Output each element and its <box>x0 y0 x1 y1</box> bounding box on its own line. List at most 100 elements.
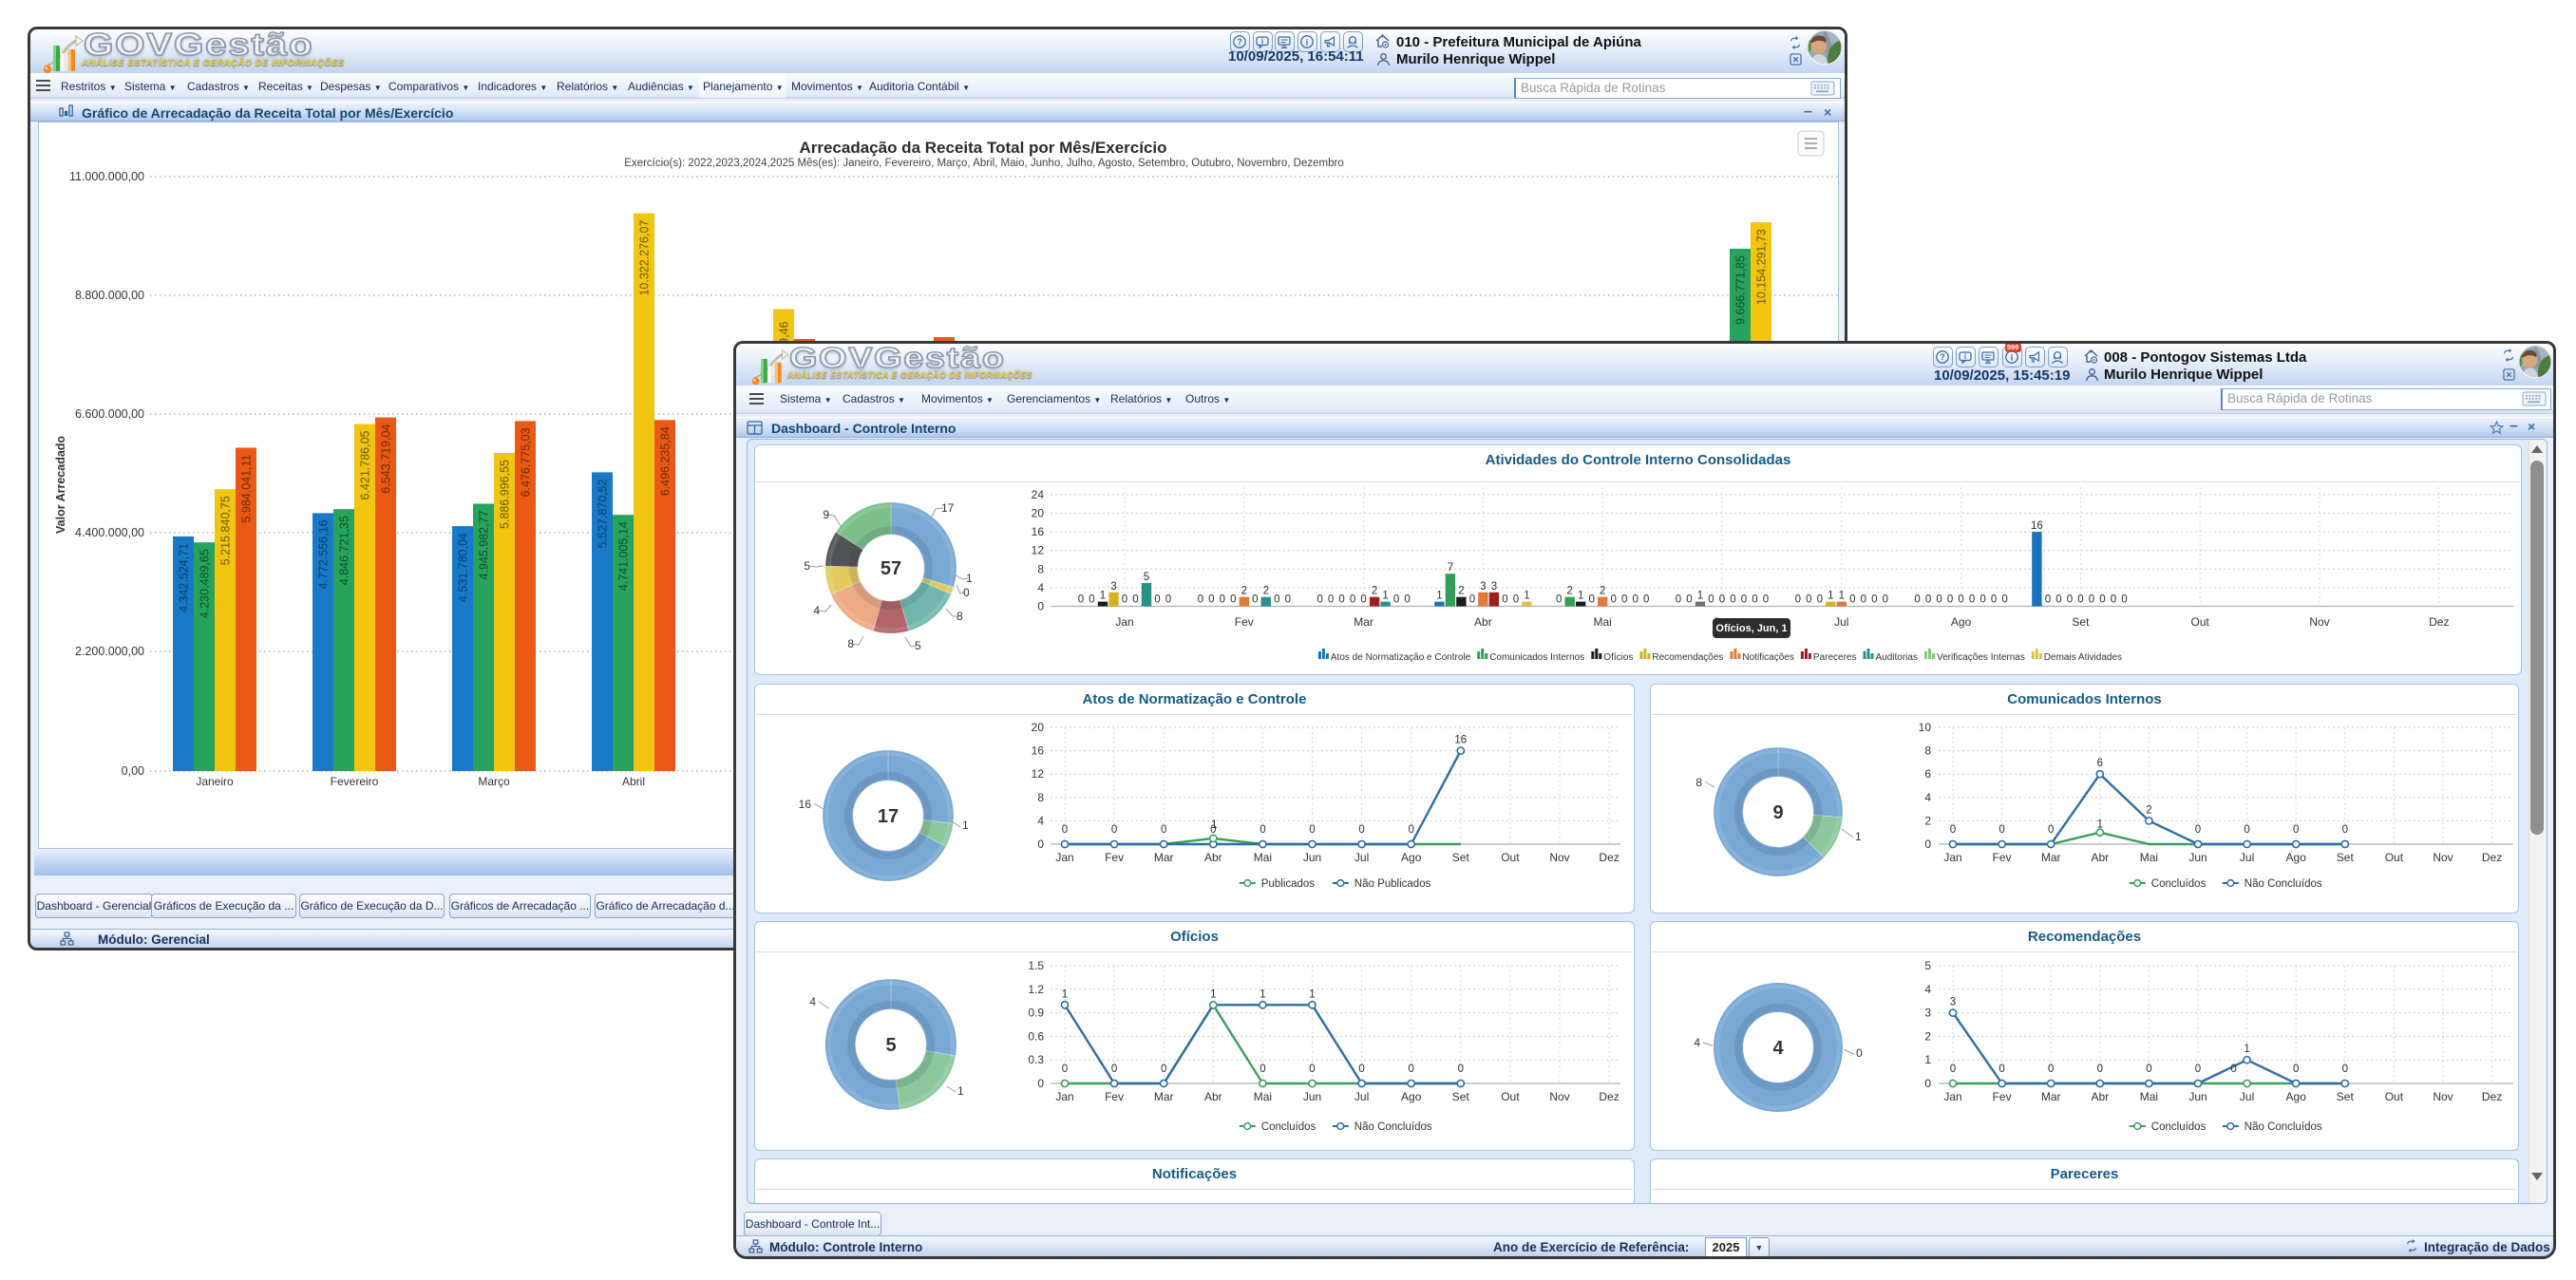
svg-text:0: 0 <box>2055 594 2061 606</box>
svg-text:0: 0 <box>1210 824 1216 836</box>
svg-text:7: 7 <box>1448 562 1453 574</box>
svg-text:Jul: Jul <box>1354 851 1369 864</box>
svg-text:2: 2 <box>2146 804 2151 816</box>
svg-text:6.543.719,04: 6.543.719,04 <box>379 424 392 494</box>
svg-text:0: 0 <box>1350 594 1355 606</box>
svg-text:Concluídos: Concluídos <box>2151 878 2207 890</box>
svg-text:4.342.524,71: 4.342.524,71 <box>177 543 190 612</box>
svg-text:Fev: Fev <box>1105 851 1124 864</box>
svg-text:0: 0 <box>1950 824 1956 836</box>
svg-text:0: 0 <box>1338 594 1344 606</box>
svg-text:0: 0 <box>1817 594 1823 606</box>
svg-text:Set: Set <box>1452 851 1470 864</box>
svg-text:0: 0 <box>1632 594 1638 606</box>
svg-text:Mar: Mar <box>2041 851 2061 864</box>
svg-text:0: 0 <box>1947 594 1953 606</box>
svg-text:5.527.870,52: 5.527.870,52 <box>596 479 609 548</box>
svg-text:Mar: Mar <box>1154 1090 1174 1103</box>
svg-text:0: 0 <box>1393 594 1399 606</box>
svg-text:0: 0 <box>1285 594 1291 606</box>
svg-text:2.200.000,00: 2.200.000,00 <box>75 645 144 658</box>
svg-text:0: 0 <box>1358 824 1364 836</box>
svg-text:5.984.041,11: 5.984.041,11 <box>239 454 253 522</box>
svg-text:6.600.000,00: 6.600.000,00 <box>75 407 144 421</box>
svg-text:12: 12 <box>1032 767 1045 781</box>
svg-text:Não Concluídos: Não Concluídos <box>2245 1121 2322 1133</box>
svg-text:Mai: Mai <box>1254 1090 1272 1103</box>
svg-text:i: i <box>1261 37 1263 46</box>
svg-text:Mai: Mai <box>2140 1090 2158 1103</box>
svg-text:0: 0 <box>1925 594 1931 606</box>
svg-text:Ago: Ago <box>1401 1090 1422 1103</box>
svg-text:0: 0 <box>1078 594 1084 606</box>
svg-text:4.846.721,35: 4.846.721,35 <box>337 516 350 585</box>
svg-text:Ofícios, Jun, 1: Ofícios, Jun, 1 <box>1715 623 1787 634</box>
svg-text:Não Concluídos: Não Concluídos <box>1354 1121 1432 1133</box>
svg-text:5: 5 <box>885 1035 896 1056</box>
svg-text:Mai: Mai <box>1594 615 1612 629</box>
svg-text:17: 17 <box>941 501 955 515</box>
svg-text:0: 0 <box>1610 594 1616 606</box>
svg-text:1: 1 <box>1062 988 1068 1000</box>
svg-text:6.421.786,05: 6.421.786,05 <box>358 430 371 499</box>
svg-text:Dez: Dez <box>2482 1090 2502 1103</box>
svg-text:0: 0 <box>1871 594 1877 606</box>
svg-text:1: 1 <box>1839 591 1845 602</box>
svg-text:0: 0 <box>1741 594 1747 606</box>
svg-text:11.000.000,00: 11.000.000,00 <box>69 170 144 183</box>
svg-text:Jan: Jan <box>1055 1090 1073 1103</box>
svg-text:0: 0 <box>1763 594 1769 606</box>
svg-text:Nov: Nov <box>1549 1090 1569 1103</box>
svg-text:Não Publicados: Não Publicados <box>1354 878 1431 890</box>
svg-text:0: 0 <box>1991 594 1997 606</box>
svg-text:0: 0 <box>1719 594 1725 606</box>
svg-text:0: 0 <box>1260 824 1265 836</box>
svg-text:8: 8 <box>1037 562 1044 575</box>
svg-text:16: 16 <box>1032 744 1045 758</box>
svg-text:16: 16 <box>799 798 812 811</box>
svg-text:4: 4 <box>1037 581 1044 594</box>
svg-text:0: 0 <box>1360 594 1366 606</box>
svg-text:5: 5 <box>915 639 921 652</box>
svg-text:1: 1 <box>1855 830 1862 843</box>
svg-text:1: 1 <box>1697 591 1703 602</box>
svg-text:Jan: Jan <box>1055 851 1073 864</box>
svg-text:Abr: Abr <box>1204 1090 1222 1103</box>
svg-text:0: 0 <box>1037 1077 1044 1090</box>
svg-text:6: 6 <box>2097 758 2103 769</box>
svg-text:0: 0 <box>2244 824 2249 836</box>
svg-text:0: 0 <box>1795 594 1801 606</box>
svg-text:4.741.005,14: 4.741.005,14 <box>616 521 630 591</box>
svg-text:Exercício(s): 2022,2023,2024,2: Exercício(s): 2022,2023,2024,2025 Mês(es… <box>624 158 1343 169</box>
svg-text:Valor Arrecadado: Valor Arrecadado <box>54 436 67 534</box>
svg-text:0: 0 <box>1408 1064 1413 1075</box>
svg-text:Mar: Mar <box>1354 615 1373 629</box>
svg-text:0: 0 <box>1950 1064 1956 1075</box>
svg-text:0: 0 <box>1132 594 1138 606</box>
svg-text:Concluídos: Concluídos <box>2151 1121 2207 1133</box>
svg-text:0: 0 <box>1730 594 1735 606</box>
svg-text:3: 3 <box>1924 1007 1931 1020</box>
svg-text:0: 0 <box>1936 594 1941 606</box>
svg-text:0: 0 <box>2099 594 2105 606</box>
svg-text:8: 8 <box>1037 791 1044 804</box>
svg-text:0: 0 <box>1621 594 1627 606</box>
svg-text:10.322.276,07: 10.322.276,07 <box>637 220 651 296</box>
svg-text:0: 0 <box>1588 594 1594 606</box>
svg-text:3: 3 <box>1480 581 1486 593</box>
svg-text:0: 0 <box>2097 1064 2103 1075</box>
svg-text:Ago: Ago <box>2286 851 2307 864</box>
svg-text:2: 2 <box>1600 586 1605 597</box>
svg-text:8.800.000,00: 8.800.000,00 <box>75 289 144 302</box>
svg-text:Set: Set <box>2072 615 2090 629</box>
svg-text:Pareceres: Pareceres <box>1813 652 1857 663</box>
svg-text:0: 0 <box>1089 594 1094 606</box>
svg-text:6: 6 <box>1924 767 1931 781</box>
svg-text:Out: Out <box>1501 851 1520 864</box>
svg-text:20: 20 <box>1032 721 1045 734</box>
svg-text:Ago: Ago <box>1401 851 1422 864</box>
svg-text:0: 0 <box>1643 594 1649 606</box>
svg-text:0: 0 <box>1849 594 1855 606</box>
svg-text:Publicados: Publicados <box>1261 878 1316 890</box>
svg-text:0: 0 <box>1165 594 1171 606</box>
